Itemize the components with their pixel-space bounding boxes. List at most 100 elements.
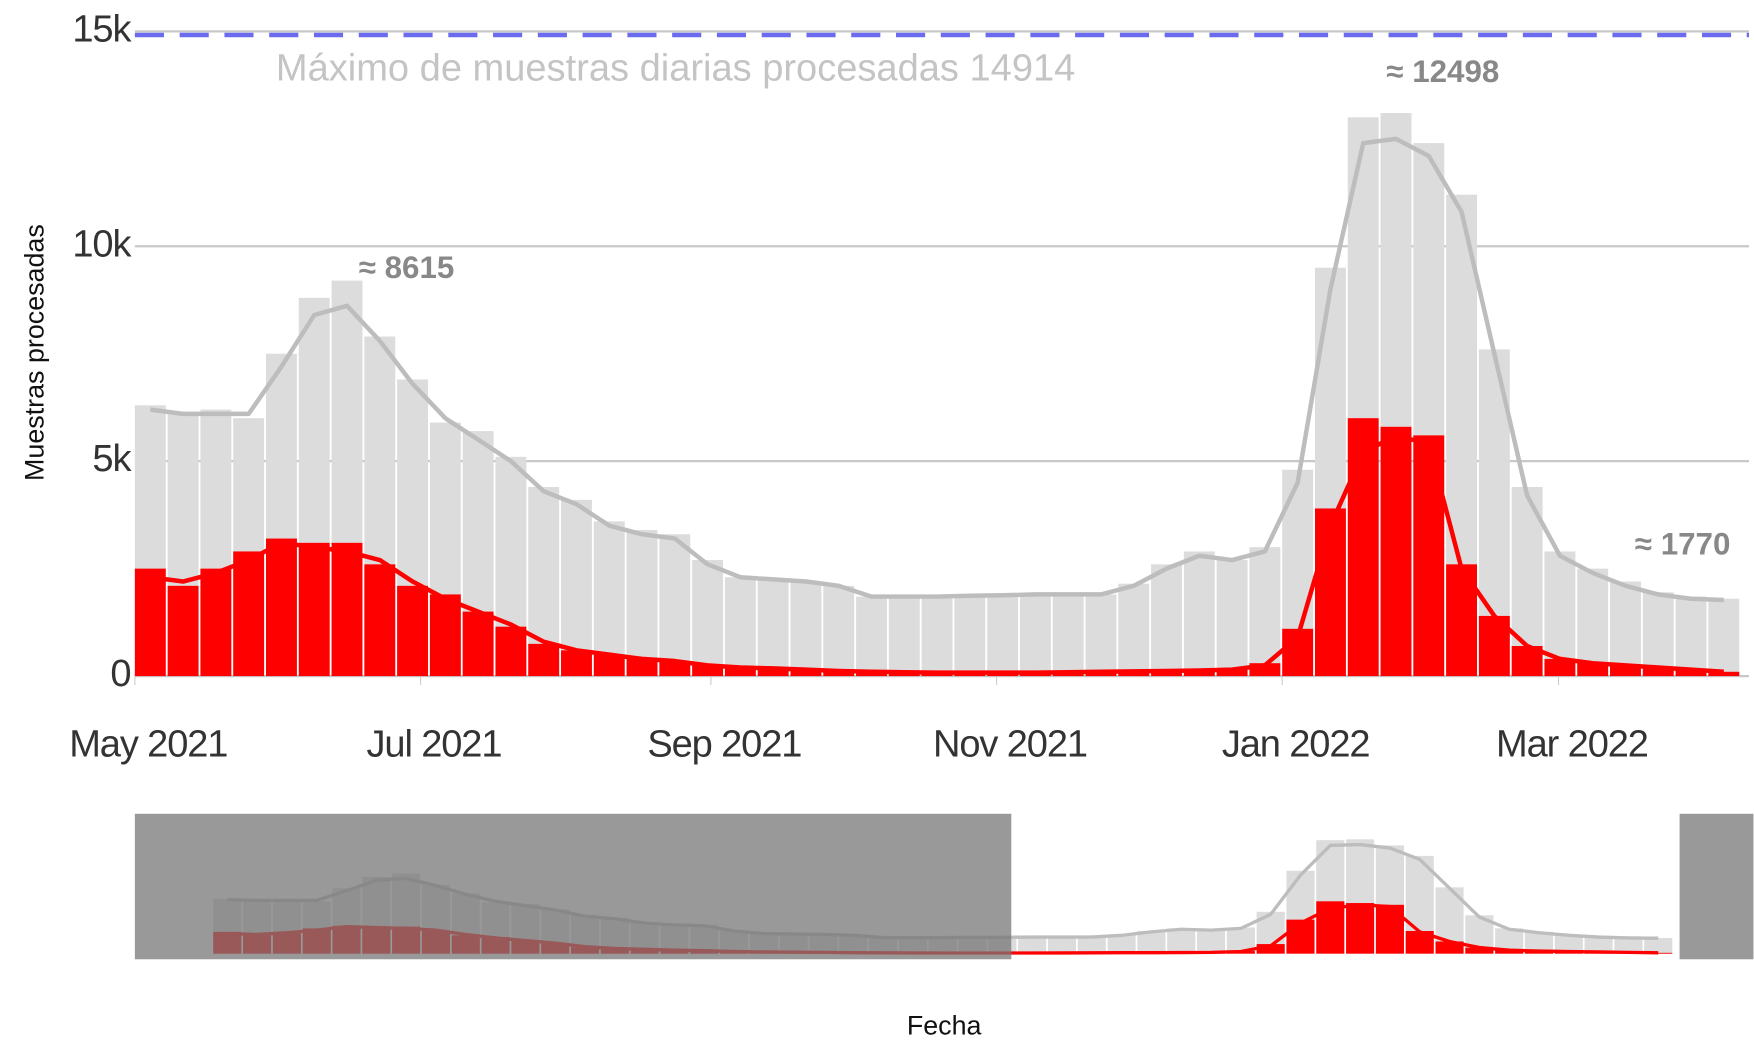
positive-bar — [1465, 947, 1494, 954]
x-tick-label: Sep 2021 — [647, 724, 801, 766]
sample-bar — [888, 596, 920, 677]
sample-bar — [1137, 930, 1166, 954]
y-tick-label: 15k — [72, 8, 132, 50]
positive-bar — [1256, 944, 1285, 954]
positive-bar — [167, 585, 199, 677]
sample-bar — [1642, 592, 1674, 677]
sample-bar — [1019, 594, 1051, 677]
sample-bar — [1577, 568, 1609, 677]
sample-bar — [954, 595, 986, 677]
positive-bar — [397, 585, 429, 677]
sample-bar — [921, 596, 953, 677]
positive-bar — [1610, 665, 1641, 677]
average-line — [150, 136, 1724, 603]
sample-bar — [1554, 934, 1583, 954]
positive-bar — [200, 568, 232, 677]
positive-bar — [1216, 669, 1248, 677]
y-tick-label: 5k — [92, 438, 132, 480]
sample-bar — [1614, 937, 1643, 954]
positive-bar — [724, 667, 756, 677]
x-axis-label: Fecha — [907, 1011, 982, 1041]
sample-bar — [1151, 564, 1182, 677]
positive-bar — [1375, 904, 1404, 954]
positive-bar — [1642, 667, 1674, 677]
positive-bar — [1347, 418, 1379, 677]
positive-bar — [1577, 663, 1609, 677]
sample-bar — [1524, 931, 1554, 954]
positive-bar — [462, 611, 494, 677]
positive-bar — [659, 661, 691, 677]
x-tick-label: Jan 2022 — [1222, 724, 1370, 766]
navigator-mask-left[interactable] — [134, 813, 1012, 960]
positive-bar — [1708, 671, 1740, 677]
sample-bar — [1183, 551, 1215, 677]
positive-bar — [1413, 435, 1445, 677]
positive-bar — [626, 658, 658, 677]
sample-bar — [1107, 934, 1136, 954]
positive-bar — [790, 669, 822, 677]
y-tick-label: 10k — [72, 223, 132, 265]
sample-bar — [823, 585, 855, 677]
positive-bar — [1405, 930, 1434, 954]
sample-bar — [724, 577, 756, 677]
positive-bar — [1495, 950, 1524, 954]
positive-bar — [298, 542, 330, 677]
sample-bar — [1077, 937, 1106, 954]
sample-bar — [987, 595, 1019, 677]
sample-bar — [626, 529, 658, 677]
positive-bar — [1314, 508, 1346, 677]
sample-bar — [1085, 594, 1117, 677]
sample-bar — [659, 534, 691, 677]
sample-bar — [1052, 594, 1084, 677]
plot-area: 0 5k 10k 15k May 2021 Jul 2021 Sep 2021 Nov 202… — [69, 8, 1749, 766]
sample-bar — [1708, 598, 1740, 677]
peak-annotation: ≈ 8615 — [359, 250, 455, 285]
max-line-label: Máximo de muestras diarias procesadas 14… — [276, 48, 1075, 90]
sample-bar — [1167, 928, 1196, 954]
x-tick-label: Jul 2021 — [367, 724, 502, 766]
average-line — [150, 433, 1724, 675]
positive-bar — [1644, 952, 1673, 954]
positive-bar — [1183, 670, 1215, 677]
x-tick-label: Mar 2022 — [1496, 724, 1648, 766]
positive-bar — [1118, 671, 1150, 677]
sample-bar — [1118, 583, 1150, 677]
sample-bar — [1216, 560, 1248, 677]
positive-bar — [331, 542, 363, 677]
peak-annotation: ≈ 1770 — [1635, 527, 1731, 562]
positive-bar — [1544, 658, 1576, 677]
sample-bar — [790, 581, 822, 677]
positive-bar — [429, 594, 461, 677]
positive-bar — [495, 626, 527, 677]
positive-bar — [134, 568, 166, 677]
x-tick-label: Nov 2021 — [933, 724, 1087, 766]
sample-bar — [856, 596, 887, 677]
sample-bar — [1047, 937, 1077, 954]
y-tick-label: 0 — [110, 653, 130, 695]
positive-bar — [1346, 903, 1375, 954]
navigator-mask-right[interactable] — [1679, 813, 1754, 960]
positive-bar — [528, 643, 560, 677]
sample-bar — [1675, 596, 1707, 677]
sample-bar — [692, 560, 724, 677]
positive-bar — [265, 538, 297, 677]
sample-bar — [1610, 581, 1641, 677]
positive-bar — [1286, 919, 1315, 954]
y-axis-label: Muestras procesadas — [19, 224, 49, 481]
positive-bar — [1380, 426, 1412, 677]
sample-bar — [1584, 936, 1613, 954]
positive-bar — [823, 670, 855, 677]
positive-bar — [364, 564, 396, 677]
sample-bar — [1644, 937, 1673, 954]
sample-bar — [593, 521, 625, 677]
positive-bar — [233, 551, 265, 677]
x-tick-label: May 2021 — [69, 724, 227, 766]
positive-bar — [692, 665, 724, 677]
positive-bar — [1151, 670, 1182, 677]
peak-annotation: ≈ 12498 — [1386, 54, 1499, 89]
positive-bar — [593, 654, 625, 677]
sample-bar — [1196, 930, 1226, 954]
sample-bar — [757, 579, 789, 677]
positive-bar — [757, 668, 789, 677]
